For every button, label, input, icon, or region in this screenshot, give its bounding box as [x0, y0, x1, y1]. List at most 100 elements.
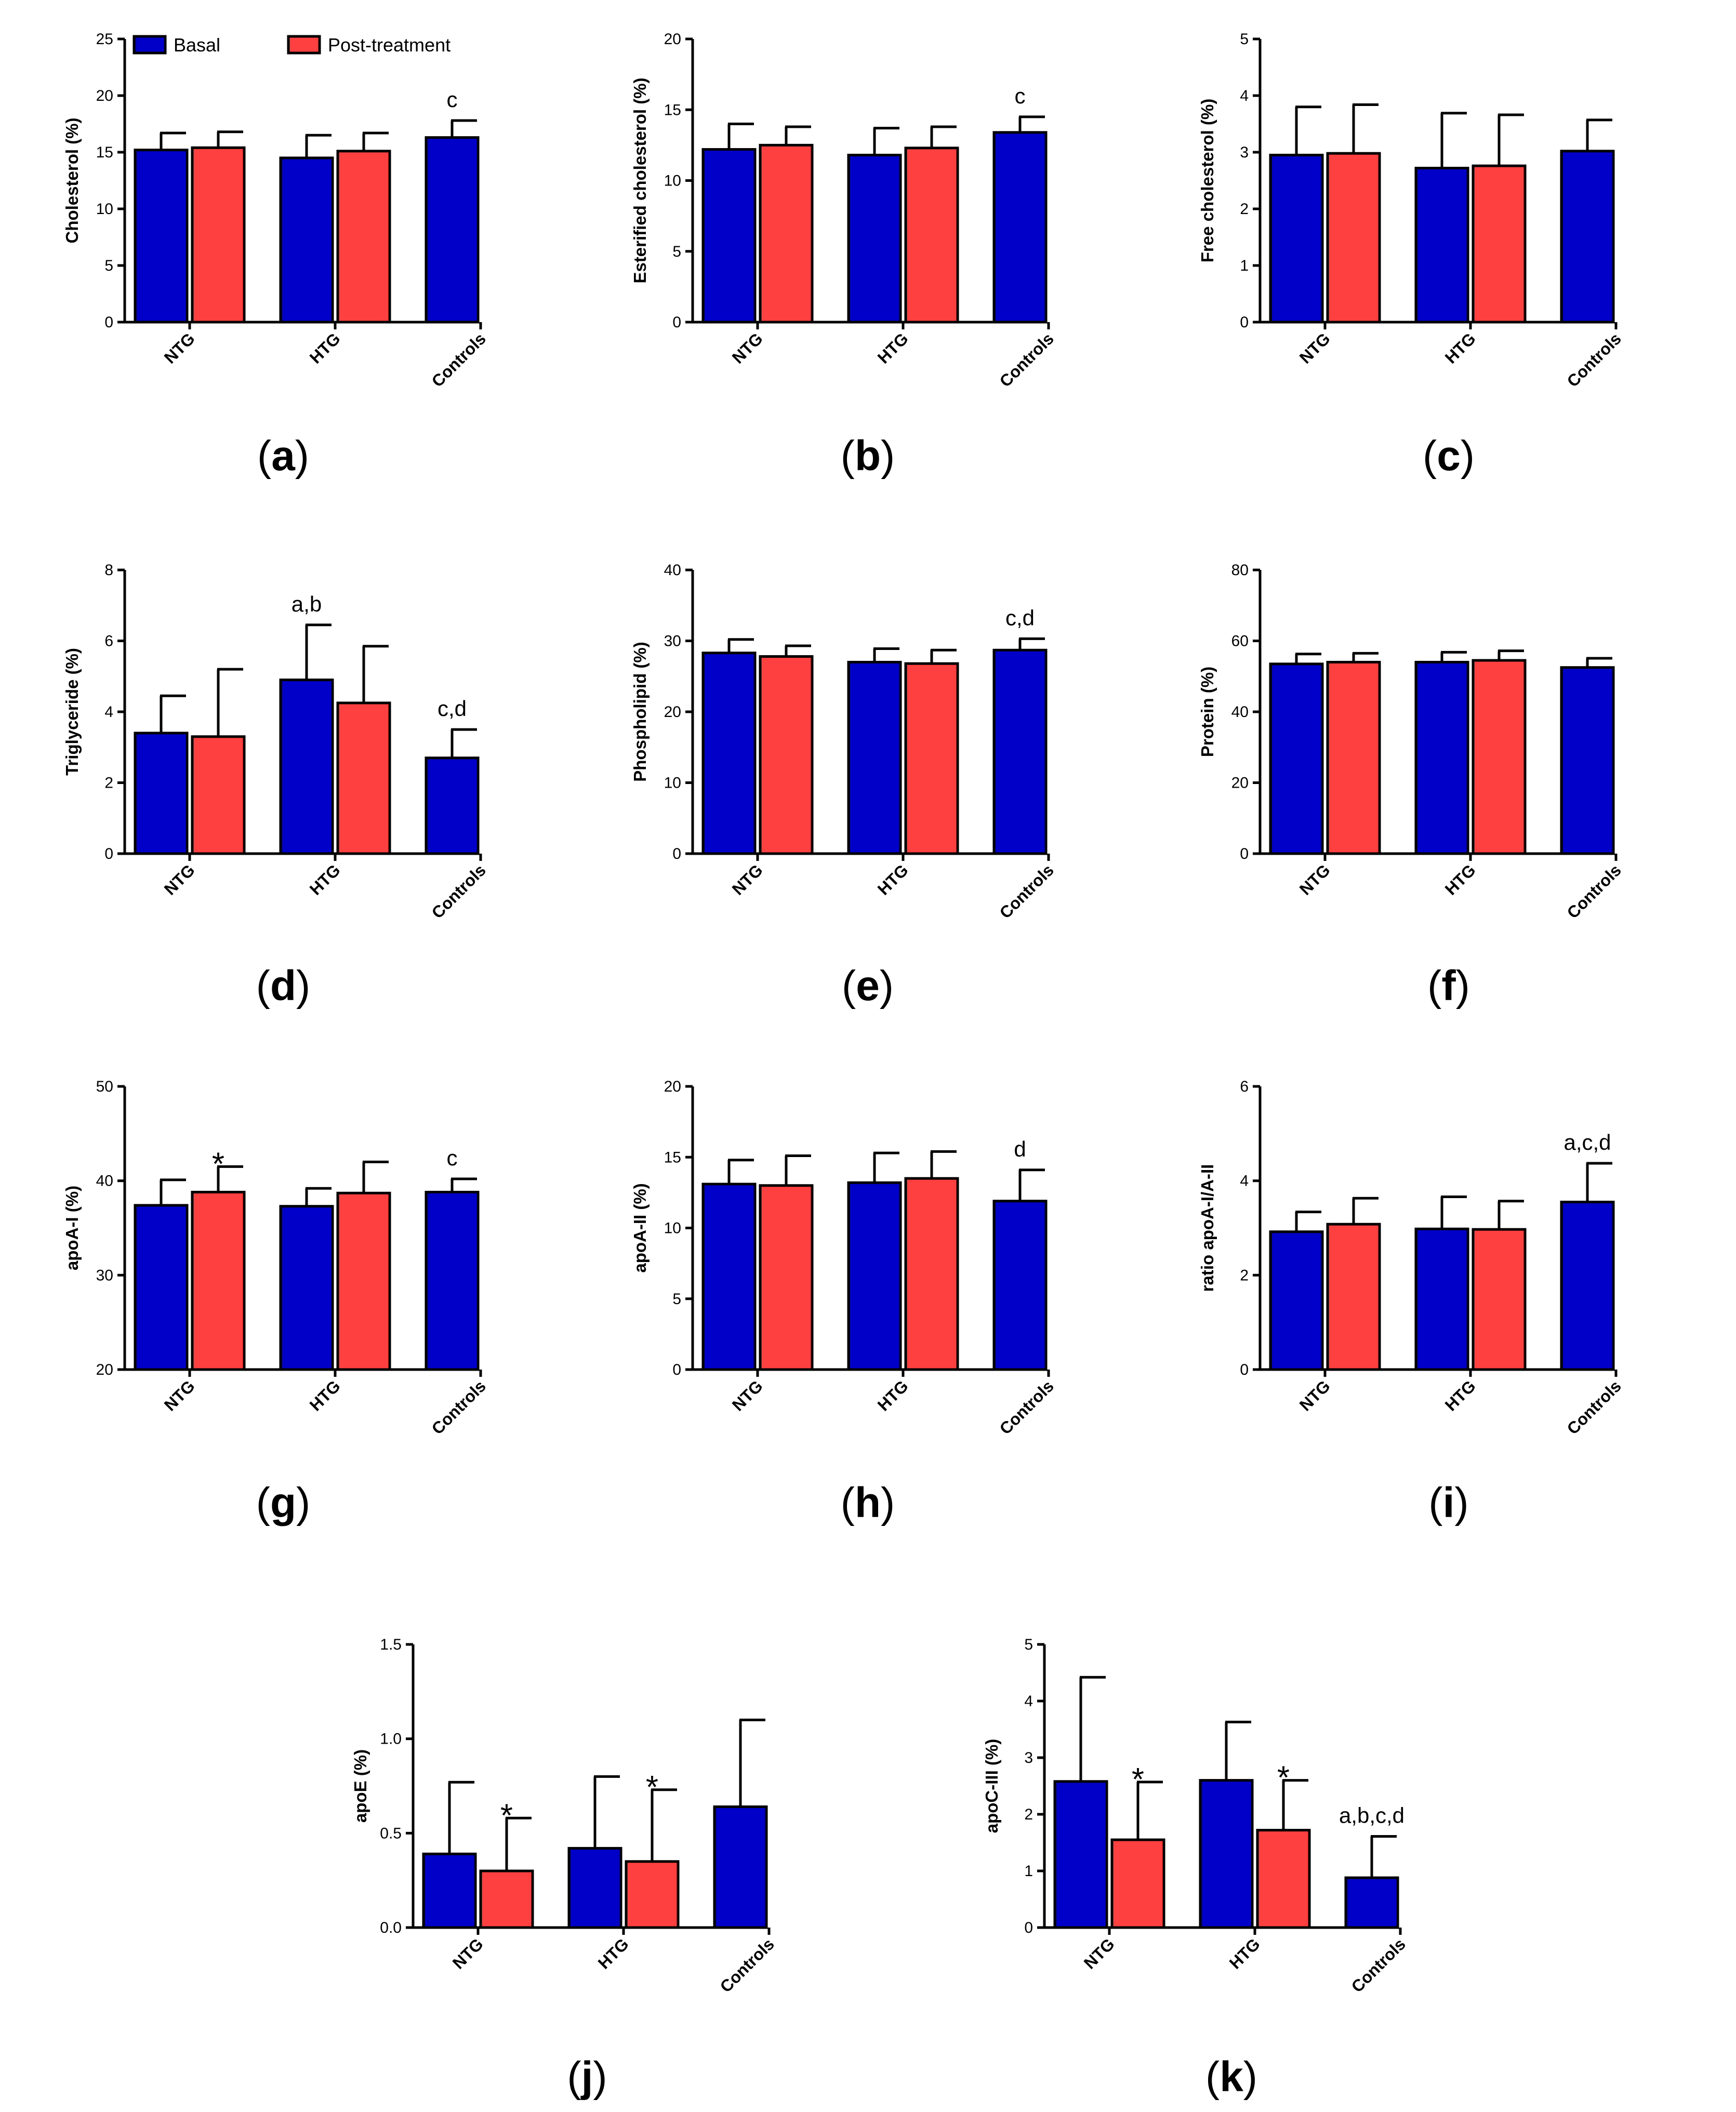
paren: )	[880, 962, 894, 1009]
paren: (	[1427, 962, 1441, 1009]
y-tick-label: 0	[104, 845, 113, 862]
category-label: HTG	[306, 329, 344, 367]
panel-label-c: (c)	[1423, 432, 1475, 480]
bar-controls-basal	[1560, 150, 1615, 324]
y-tick-label: 0	[1240, 1361, 1249, 1378]
category-label: Controls	[428, 860, 489, 922]
y-tick-label: 10	[664, 1220, 681, 1237]
category-label: HTG	[1441, 1376, 1479, 1414]
category-label: NTG	[1080, 1934, 1118, 1972]
bar-ntg-post-treatment	[1326, 1223, 1381, 1371]
legend-swatch-basal	[132, 35, 167, 55]
panel-label-h: (h)	[841, 1479, 895, 1526]
bar-htg-post-treatment	[336, 1191, 391, 1371]
paren: )	[881, 432, 895, 480]
panel-letter: b	[855, 432, 881, 480]
y-tick-label: 15	[664, 101, 681, 118]
significance-annotation: c	[447, 87, 458, 112]
bar-controls-basal	[992, 648, 1048, 855]
significance-annotation: c,d	[1005, 605, 1035, 630]
y-axis-title: ratio apoA-I/A-II	[1198, 1164, 1217, 1292]
y-tick-label: 5	[672, 243, 681, 260]
y-tick-label: 0	[1024, 1919, 1033, 1936]
panel-label-b: (b)	[841, 432, 895, 480]
bar-ntg-basal	[134, 732, 189, 855]
y-tick-label: 6	[104, 633, 113, 650]
bar-controls-basal	[425, 136, 480, 324]
y-axis-title: Triglyceride (%)	[62, 648, 82, 776]
legend-swatch-post-treatment	[287, 35, 321, 55]
bar-ntg-basal	[701, 1183, 757, 1371]
paren: )	[881, 1479, 895, 1526]
bar-htg-basal	[1414, 660, 1469, 855]
category-label: NTG	[449, 1934, 487, 1972]
paren: (	[1428, 1479, 1442, 1526]
y-tick-label: 0	[1240, 314, 1249, 331]
y-tick-label: 15	[96, 144, 113, 161]
category-label: HTG	[1441, 329, 1479, 367]
panel-label-k: (k)	[1205, 2053, 1257, 2101]
y-tick-label: 20	[664, 1078, 681, 1095]
y-tick-label: 5	[672, 1291, 681, 1308]
bar-controls-basal	[992, 1200, 1048, 1371]
category-label: NTG	[161, 1376, 198, 1414]
bar-htg-basal	[847, 153, 902, 324]
y-tick-label: 2	[104, 775, 113, 792]
chart-panel-i: 0 2 4 6 ratio apoA-I/A-II NTG HTG Controls a,c,d	[1198, 1078, 1625, 1438]
y-axis-title: apoA-I (%)	[62, 1186, 82, 1270]
significance-star: *	[500, 1798, 513, 1834]
y-tick-label: 15	[664, 1149, 681, 1166]
chart-panel-d: 0 2 4 6 8 Triglyceride (%) NTG HTG Controls a,b c,…	[62, 562, 489, 922]
paren: )	[296, 962, 310, 1009]
significance-star: *	[646, 1770, 658, 1805]
y-tick-label: 1	[1240, 257, 1249, 274]
y-tick-label: 10	[664, 775, 681, 792]
y-tick-label: 30	[96, 1267, 113, 1284]
bar-controls-basal	[713, 1805, 768, 1929]
bar-htg-basal	[1199, 1779, 1254, 1929]
y-tick-label: 0	[1240, 845, 1249, 862]
paren: (	[842, 962, 856, 1009]
category-label: HTG	[1441, 860, 1479, 898]
category-label: NTG	[1296, 329, 1334, 367]
category-label: NTG	[161, 329, 198, 367]
category-label: HTG	[1226, 1934, 1264, 1972]
bar-htg-post-treatment	[336, 701, 391, 855]
y-tick-label: 8	[104, 562, 113, 579]
paren: )	[1461, 432, 1475, 480]
y-tick-label: 4	[1240, 87, 1249, 104]
paren: (	[567, 2053, 581, 2101]
panel-label-a: (a)	[257, 432, 309, 480]
category-label: Controls	[996, 860, 1057, 922]
y-tick-label: 40	[1231, 703, 1249, 721]
category-label: Controls	[428, 329, 489, 390]
panel-letter: f	[1441, 962, 1456, 1009]
paren: )	[1454, 1479, 1468, 1526]
y-tick-label: 40	[96, 1173, 113, 1190]
paren: )	[295, 432, 309, 480]
chart-panel-e: 0 10 20 30 40 Phospholipid (%) NTG HTG Controls c…	[630, 562, 1057, 922]
panel-letter: j	[580, 2053, 593, 2101]
category-label: HTG	[306, 860, 344, 898]
bar-htg-basal	[1414, 167, 1469, 324]
bar-ntg-basal	[1269, 662, 1324, 855]
y-tick-label: 0.0	[380, 1919, 402, 1936]
legend-label: Basal	[174, 34, 220, 56]
bar-htg-post-treatment	[1256, 1829, 1311, 1929]
bar-controls-basal	[425, 1190, 480, 1371]
bar-ntg-basal	[1269, 1230, 1324, 1371]
chart-panel-f: 0 20 40 60 80 Protein (%) NTG HTG Controls	[1198, 562, 1625, 922]
bar-ntg-post-treatment	[759, 143, 814, 324]
paren: )	[1243, 2053, 1257, 2101]
y-tick-label: 20	[664, 31, 681, 48]
category-label: NTG	[728, 1376, 766, 1414]
bar-ntg-post-treatment	[759, 655, 814, 855]
y-tick-label: 4	[104, 703, 113, 721]
category-label: NTG	[1296, 1376, 1334, 1414]
panel-label-i: (i)	[1428, 1479, 1468, 1526]
y-tick-label: 4	[1024, 1693, 1033, 1710]
y-tick-label: 0	[672, 845, 681, 862]
category-label: HTG	[874, 1376, 912, 1414]
y-tick-label: 5	[1240, 31, 1249, 48]
